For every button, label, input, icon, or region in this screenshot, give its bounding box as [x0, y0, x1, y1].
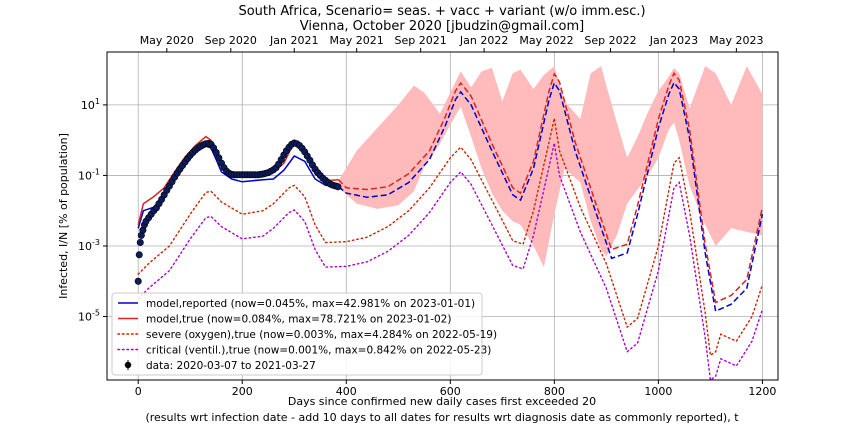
- x-axis-label: Days since confirmed new daily cases fir…: [288, 395, 596, 408]
- x-tick-label: 1000: [644, 385, 672, 398]
- x-axis-ticks: 0 200 400 600 800 1000 1200: [135, 380, 776, 398]
- top-tick-label: Sep 2020: [205, 34, 257, 47]
- y-axis-ticks: 101 10-1 10-3 10-5: [78, 97, 107, 324]
- series-line-3: [137, 142, 764, 380]
- data-point: [334, 183, 342, 191]
- data-point: [136, 238, 144, 246]
- data-point: [134, 277, 142, 285]
- top-tick-label: Jan 2021: [269, 34, 318, 47]
- plot-frame: [106, 51, 779, 381]
- chart-subtitle: Vienna, October 2020 [jbudzin@gmail.com]: [300, 19, 584, 34]
- legend-label-0: model,reported (now=0.045%, max=42.981% …: [146, 298, 475, 310]
- legend-label-2: severe (oxygen),true (now=0.003%, max=4.…: [146, 329, 497, 341]
- top-tick-label: May 2021: [330, 34, 384, 47]
- legend-box: [111, 292, 483, 376]
- y-tick-label: 10-5: [78, 309, 100, 324]
- x-axis-note: (results wrt infection date - add 10 day…: [145, 411, 739, 424]
- data-points: [134, 139, 342, 285]
- legend-label-data: data: 2020-03-07 to 2021-03-27: [146, 360, 316, 372]
- x-tick-label: 800: [544, 385, 565, 398]
- legend: model,reported (now=0.045%, max=42.981% …: [111, 292, 497, 376]
- top-tick-label: Sep 2021: [395, 34, 447, 47]
- y-tick-label: 10-3: [78, 238, 100, 253]
- top-tick-label: Jan 2022: [459, 34, 508, 47]
- x-tick-label: 1200: [748, 385, 776, 398]
- top-tick-label: Jan 2023: [649, 34, 698, 47]
- top-tick-label: May 2022: [519, 34, 573, 47]
- top-date-axis-ticks: May 2020 Sep 2020 Jan 2021 May 2021 Sep 2021…: [140, 34, 764, 52]
- y-tick-label: 101: [81, 97, 100, 112]
- x-tick-label: 400: [336, 385, 357, 398]
- y-tick-label: 10-1: [78, 167, 100, 182]
- uncertainty-band-area: [338, 66, 763, 268]
- series-line-1-dashed: [337, 71, 764, 304]
- legend-label-1: model,true (now=0.084%, max=78.721% on 2…: [146, 314, 451, 326]
- legend-marker-data: [124, 361, 132, 369]
- uncertainty-band: [338, 66, 763, 268]
- series-line-0-dashed: [338, 81, 764, 313]
- chart-title: South Africa, Scenario= seas. + vacc + v…: [238, 4, 645, 19]
- legend-label-3: critical (ventil.),true (now=0.001%, max…: [146, 345, 491, 357]
- top-tick-label: May 2020: [140, 34, 194, 47]
- data-point: [135, 251, 143, 259]
- x-tick-label: 0: [135, 385, 142, 398]
- series-line-2: [137, 118, 764, 357]
- y-axis-label: Infected, I/N [% of population]: [57, 133, 70, 299]
- x-tick-label: 200: [232, 385, 253, 398]
- top-tick-label: Sep 2022: [584, 34, 636, 47]
- top-tick-label: May 2023: [709, 34, 763, 47]
- x-tick-label: 600: [440, 385, 461, 398]
